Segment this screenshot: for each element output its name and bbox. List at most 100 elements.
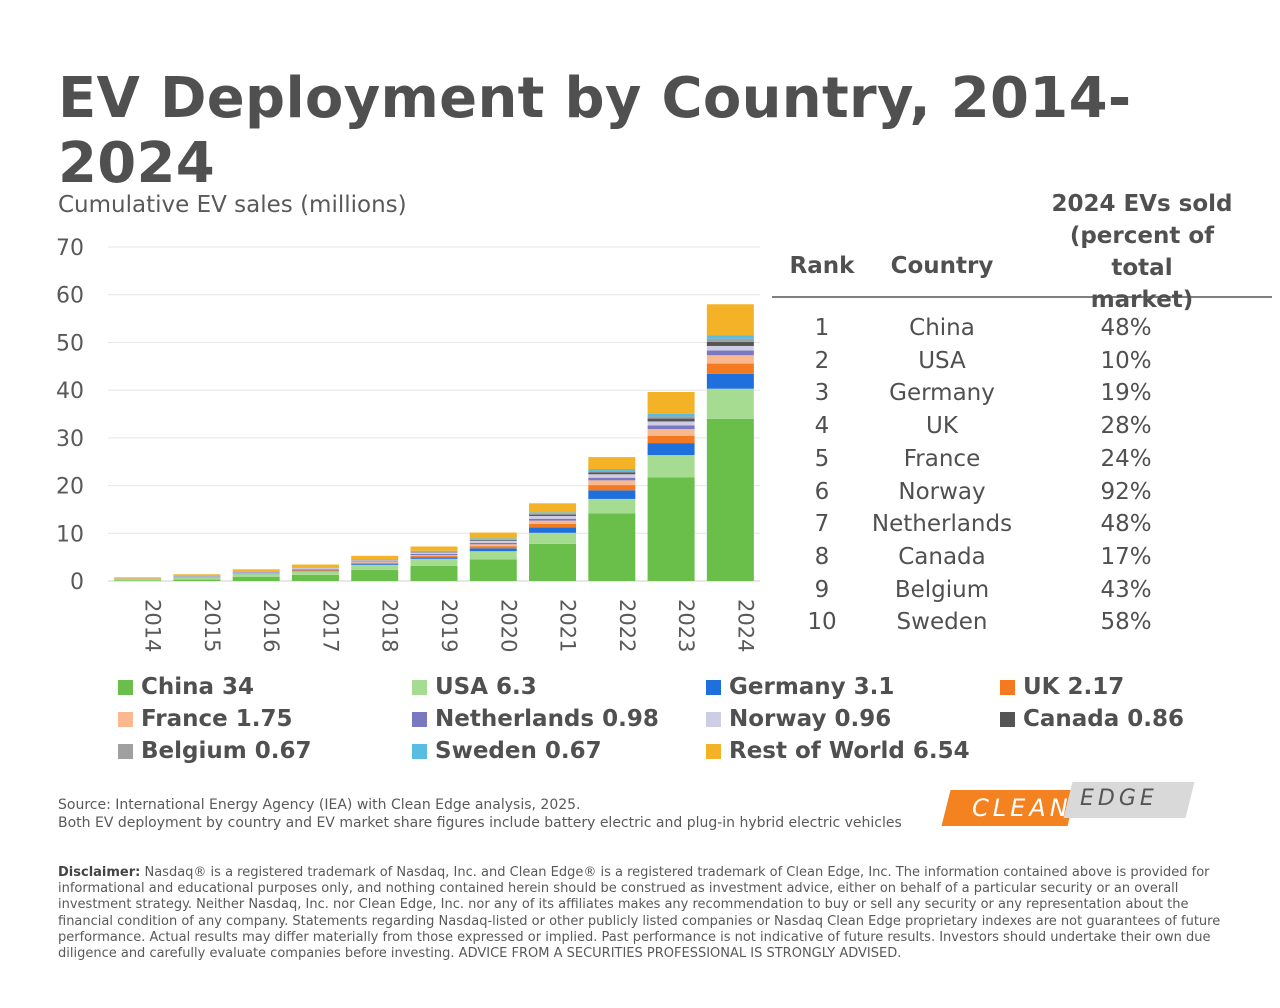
logo-text-edge: EDGE [1080, 786, 1158, 811]
country-cell: Germany [889, 380, 995, 407]
bar-segment-france [410, 554, 458, 557]
table-row: 7 Netherlands 48% [772, 508, 1272, 540]
legend-label: Netherlands 0.98 [435, 706, 659, 732]
stacked-bar-chart: 0 10 20 30 40 50 60 70 2014 2015 2016 2017 2018 2019 2… [56, 236, 760, 652]
bar-segment-netherlands [291, 568, 339, 570]
bar-segment-rest-of-world [114, 577, 162, 579]
bar-segment-belgium [529, 513, 577, 515]
bar-segment-china [351, 570, 399, 581]
country-cell: Canada [898, 543, 986, 570]
bar-segment-sweden [469, 538, 517, 540]
source-note: Source: International Energy Agency (IEA… [58, 796, 902, 832]
x-tick-label: 2019 [437, 599, 461, 652]
bar-segment-usa [647, 455, 695, 478]
source-line2: Both EV deployment by country and EV mar… [58, 815, 902, 831]
bar-segment-canada [469, 539, 517, 541]
bar-segment-norway [351, 560, 399, 562]
table-row: 4 UK 28% [772, 410, 1272, 442]
bar-segment-rest-of-world [469, 532, 517, 539]
country-cell: USA [918, 347, 966, 374]
bar-segment-sweden [410, 550, 458, 552]
rank-cell: 3 [814, 380, 830, 407]
bar-segment-uk [647, 435, 695, 444]
bar-segment-norway [706, 345, 754, 351]
header-percent-line3: market) [1090, 287, 1194, 313]
percent-cell: 24% [1100, 445, 1152, 472]
bar-segment-china [706, 418, 754, 581]
bar-segment-usa [232, 574, 280, 577]
bar-segment-france [469, 544, 517, 547]
bar-segment-uk [351, 562, 399, 564]
bar-segment-usa [706, 388, 754, 419]
bar-segment-uk [291, 570, 339, 571]
header-percent-line1: 2024 EVs sold [1051, 191, 1233, 217]
legend-item-netherlands: Netherlands 0.98 [412, 704, 659, 734]
x-tick-label: 2024 [733, 599, 757, 652]
table-row: 8 Canada 17% [772, 541, 1272, 573]
bar-segment-china [529, 543, 577, 581]
table-header: Rank Country 2024 EVs sold (percent of t… [772, 188, 1272, 313]
chart-title: EV Deployment by Country, 2014-2024 [58, 66, 1132, 196]
legend-swatch [1000, 679, 1015, 695]
disclaimer: Disclaimer: Nasdaq® is a registered trad… [58, 865, 1223, 962]
country-cell: Belgium [894, 576, 990, 603]
bar-segment-rest-of-world [232, 569, 280, 572]
y-tick-label: 70 [56, 236, 84, 261]
bar-segment-netherlands [351, 561, 399, 563]
legend-label: Norway 0.96 [729, 706, 892, 732]
bar-segment-uk [410, 556, 458, 558]
bar-segment-germany [529, 527, 577, 533]
legend-swatch [706, 679, 721, 695]
bar-segment-norway [588, 474, 636, 478]
legend-swatch [118, 743, 133, 759]
legend-swatch [412, 679, 427, 695]
bar-segment-uk [469, 546, 517, 549]
bar-segment-rest-of-world [529, 503, 577, 513]
legend-swatch [1000, 711, 1015, 727]
y-axis-label: Cumulative EV sales (millions) [58, 192, 407, 218]
bar-segment-uk [588, 485, 636, 491]
bar-segment-netherlands [647, 425, 695, 430]
table-row: 3 Germany 19% [772, 377, 1272, 409]
bar-segment-china [588, 513, 636, 581]
legend-item-canada: Canada 0.86 [1000, 704, 1184, 734]
rank-cell: 1 [814, 315, 830, 341]
country-cell: France [903, 445, 981, 472]
percent-cell: 48% [1100, 315, 1152, 341]
bar-segment-canada [647, 418, 695, 422]
x-tick-label: 2018 [378, 599, 402, 652]
bar-segment-sweden [706, 335, 754, 339]
bar-segment-france [588, 480, 636, 486]
percent-cell: 58% [1100, 609, 1152, 636]
y-tick-label: 30 [56, 427, 84, 452]
bar-segment-norway [529, 515, 577, 519]
legend-label: France 1.75 [141, 706, 293, 732]
legend-label: Canada 0.86 [1023, 706, 1185, 732]
bar-segment-uk [706, 363, 754, 374]
table-row: 6 Norway 92% [772, 476, 1272, 508]
legend-swatch [412, 711, 427, 727]
legend-label: UK 2.17 [1023, 674, 1125, 700]
bar-segment-belgium [706, 338, 754, 342]
legend-swatch [706, 711, 721, 727]
country-cell: China [909, 315, 975, 341]
y-tick-label: 40 [56, 379, 84, 404]
legend-swatch [118, 711, 133, 727]
header-country: Country [890, 253, 994, 279]
bar-segment-usa [410, 558, 458, 566]
bar-segment-rest-of-world [588, 457, 636, 470]
legend-item-belgium: Belgium 0.67 [118, 736, 311, 766]
bar-segment-belgium [647, 416, 695, 419]
rank-cell: 2 [814, 347, 830, 374]
country-cell: UK [926, 413, 958, 440]
legend-item-norway: Norway 0.96 [706, 704, 891, 734]
bar-segment-germany [291, 570, 339, 572]
legend-item-rest-of-world: Rest of World 6.54 [706, 736, 970, 766]
country-cell: Sweden [896, 609, 988, 636]
bar-segment-canada [410, 551, 458, 553]
bar-segment-france [529, 520, 577, 524]
bar-segment-norway [410, 552, 458, 554]
legend-label: Rest of World 6.54 [729, 738, 970, 764]
bar-segment-canada [529, 514, 577, 516]
legend-item-sweden: Sweden 0.67 [412, 736, 602, 766]
